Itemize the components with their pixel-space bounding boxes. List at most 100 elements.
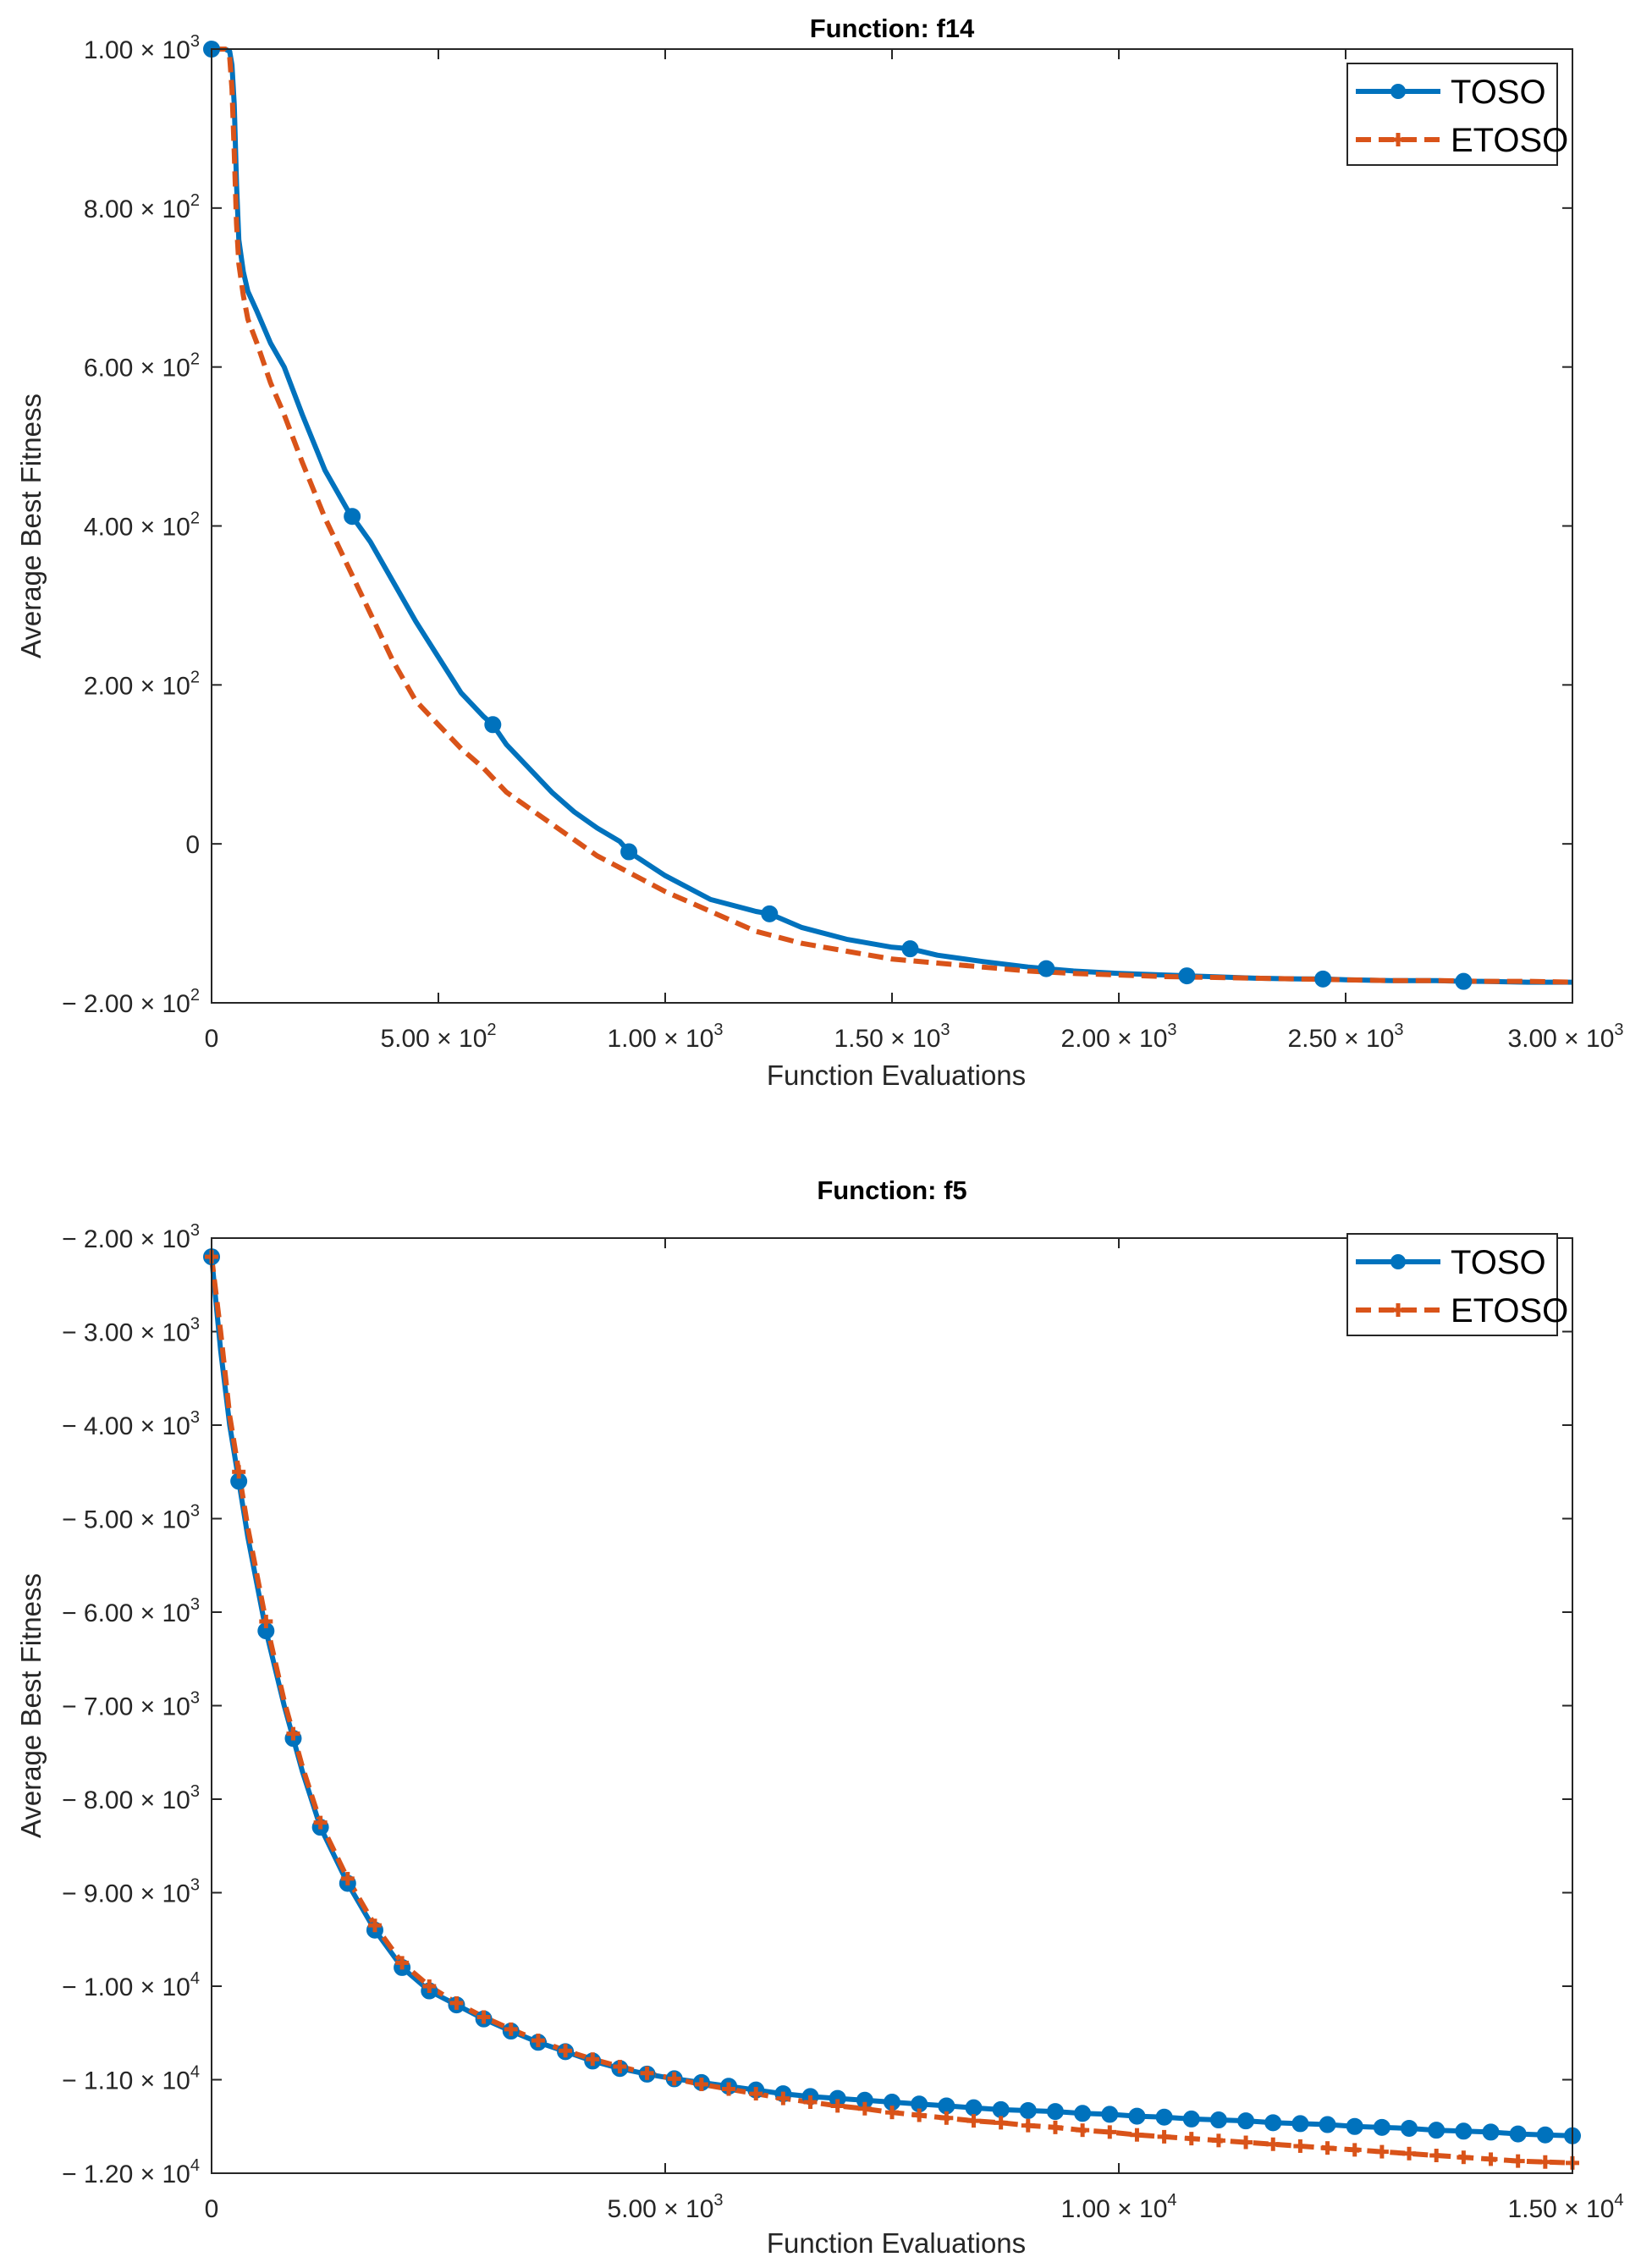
y-tick-label: − 5.00 × 103 [62,1502,200,1534]
data-point-etoso [395,1956,410,1970]
data-point-toso [1291,2115,1309,2133]
data-point-etoso [559,2044,573,2058]
data-point-etoso [912,2108,927,2122]
chart-title: Function: f14 [810,14,975,43]
x-tick-label: 2.50 × 103 [1287,1021,1403,1053]
data-point-etoso [1103,2125,1117,2139]
axes-box [211,48,1573,1004]
data-point-toso [1155,2108,1173,2126]
y-tick-label: − 4.00 × 103 [62,1408,200,1440]
data-point-etoso [449,1996,464,2010]
data-point-etoso [1402,2146,1417,2161]
data-point-etoso [313,1815,328,1830]
x-tick-label: 0 [205,1025,219,1053]
data-point-toso [992,2100,1010,2118]
data-point-etoso [749,2087,763,2101]
data-point-toso [901,940,919,958]
data-point-toso [1019,2101,1037,2119]
data-point-etoso [1293,2139,1308,2153]
x-tick-label: 5.00 × 102 [380,1021,496,1053]
data-point-toso [1482,2123,1500,2141]
data-point-etoso [259,1615,273,1629]
data-point-toso [1237,2112,1255,2130]
data-point-toso [344,508,361,526]
legend-box [1346,63,1558,166]
data-point-etoso [1211,2133,1225,2148]
legend-marker-etoso [1391,133,1405,146]
data-point-etoso [857,2101,872,2116]
legend-box [1346,1233,1558,1336]
data-point-etoso [367,1918,382,1933]
plot-area [212,49,1572,1003]
data-point-toso [1346,2117,1363,2135]
y-tick-label: − 9.00 × 103 [62,1876,200,1908]
x-tick-label: 1.50 × 103 [834,1021,950,1053]
data-point-etoso [1484,2152,1498,2166]
data-point-toso [1401,2119,1418,2137]
x-tick-label: 2.00 × 103 [1060,1021,1176,1053]
data-point-etoso [1457,2150,1471,2165]
x-axis-title: Function Evaluations [767,1060,1026,1091]
data-point-etoso [286,1726,300,1741]
legend-marker-toso [1390,1254,1406,1269]
data-point-etoso [1538,2155,1552,2169]
data-point-etoso [232,1465,246,1479]
y-tick-label: − 2.00 × 102 [62,986,200,1018]
y-tick-label: − 1.00 × 104 [62,1969,200,2001]
y-tick-label: 0 [185,831,200,859]
x-tick-label: 1.00 × 103 [607,1021,723,1053]
data-point-etoso [803,2095,818,2110]
data-point-etoso [885,2106,899,2120]
data-point-etoso [1266,2137,1280,2151]
data-point-etoso [1021,2118,1035,2133]
legend-label-toso: TOSO [1451,1244,1546,1281]
legend-marker-toso [1390,84,1406,99]
data-point-toso [1046,2103,1064,2121]
data-point-toso [1101,2106,1119,2123]
data-point-etoso [340,1871,355,1885]
y-axis-title: Average Best Fitness [15,394,47,658]
legend-marker-etoso [1391,1303,1405,1317]
data-point-etoso [994,2116,1008,2130]
data-point-toso [1455,2122,1473,2140]
data-point-toso [1319,2116,1336,2133]
y-tick-label: − 6.00 × 103 [62,1595,200,1627]
data-point-etoso [1320,2141,1335,2155]
data-point-toso [965,2099,983,2117]
data-point-etoso [1048,2120,1062,2134]
data-point-etoso [1157,2129,1171,2144]
y-tick-label: − 2.00 × 103 [62,1221,200,1253]
y-tick-label: 8.00 × 102 [84,191,200,223]
data-point-etoso [422,1979,437,1993]
y-tick-label: 2.00 × 102 [84,668,200,700]
data-point-etoso [640,2066,654,2080]
data-point-toso [1455,972,1473,990]
data-point-toso [1536,2126,1554,2144]
chart-f14-svg: Function: f14 0 5.00 × 102 1.00 × 103 1.50 ×… [15,14,1624,1091]
data-point-toso [1373,2118,1390,2136]
x-tick-label: 5.00 × 103 [607,2191,723,2223]
data-point-toso [1128,2107,1146,2125]
data-point-etoso [613,2060,627,2074]
data-point-toso [1264,2114,1282,2132]
x-tick-label: 1.00 × 104 [1060,2191,1176,2223]
data-point-etoso [1184,2132,1198,2146]
y-tick-label: − 1.20 × 104 [62,2156,200,2188]
data-point-toso [1178,967,1196,985]
chart-f14: Function: f14 0 5.00 × 102 1.00 × 103 1.50 ×… [0,0,1652,1128]
y-tick-label: − 8.00 × 103 [62,1782,200,1814]
data-point-toso [1428,2122,1446,2139]
y-tick-label: 4.00 × 102 [84,509,200,542]
data-point-toso [1509,2125,1527,2143]
x-tick-label: 0 [205,2195,219,2223]
chart-title: Function: f5 [817,1175,966,1205]
data-point-toso [1182,2110,1200,2128]
data-point-etoso [1511,2154,1525,2168]
data-point-etoso [830,2099,845,2113]
data-point-etoso [694,2078,708,2092]
data-point-etoso [776,2091,790,2106]
data-point-etoso [1347,2143,1362,2157]
data-point-etoso [1374,2144,1389,2159]
data-point-toso [761,905,779,922]
x-tick-label: 1.50 × 104 [1507,2191,1623,2223]
